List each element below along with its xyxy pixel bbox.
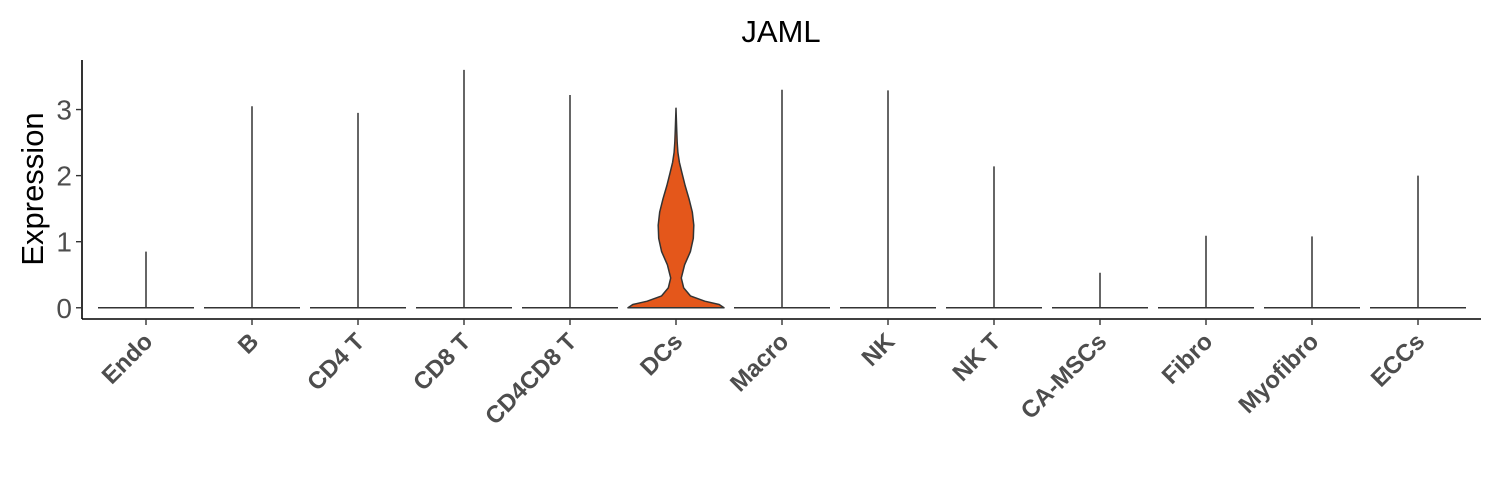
violin-eccs [1370,175,1466,309]
chart-title: JAML [741,14,820,49]
y-tick-label: 0 [56,293,72,324]
violin-fibro [1158,235,1254,309]
violin-cd8-t [416,69,512,309]
x-tick-label-macro: Macro [725,328,794,397]
plot-area [98,69,1466,309]
violin-body-dcs [627,107,725,309]
x-tick-label-ca-mscs: CA-MSCs [1016,328,1112,424]
violin-macro [734,89,830,309]
violin-cd4-t [310,112,406,309]
y-axis-ticks: 0 1 2 3 [56,95,82,324]
x-tick-label-b: B [233,328,264,359]
x-tick-label-myofibro: Myofibro [1234,328,1325,419]
violin-endo [98,251,194,309]
x-tick-label-eccs: ECCs [1366,328,1430,392]
x-tick-label-cd8-t: CD8 T [408,328,476,396]
violin-myofibro [1264,236,1360,309]
y-tick-label: 2 [56,161,72,192]
x-tick-label-cd4cd8-t: CD4CD8 T [480,328,582,430]
x-tick-label-cd4-t: CD4 T [302,328,370,396]
x-axis-ticks: Endo B CD4 T CD8 T CD4CD8 T DCs Macro NK NK T CA-… [97,319,1430,430]
violin-nk-t [946,166,1042,309]
y-axis-label: Expression [15,112,50,265]
violin-b [204,106,300,309]
x-tick-label-nk: NK [857,328,901,372]
y-tick-label: 1 [56,227,72,258]
violin-ca-mscs [1052,272,1148,309]
violin-nk [840,90,936,309]
y-tick-label: 3 [56,95,72,126]
x-tick-label-endo: Endo [97,328,159,390]
violin-dcs [627,107,725,309]
x-tick-label-dcs: DCs [635,328,688,381]
x-tick-label-fibro: Fibro [1157,328,1219,390]
x-tick-label-nk-t: NK T [948,328,1007,387]
violin-cd4cd8-t [522,95,618,309]
